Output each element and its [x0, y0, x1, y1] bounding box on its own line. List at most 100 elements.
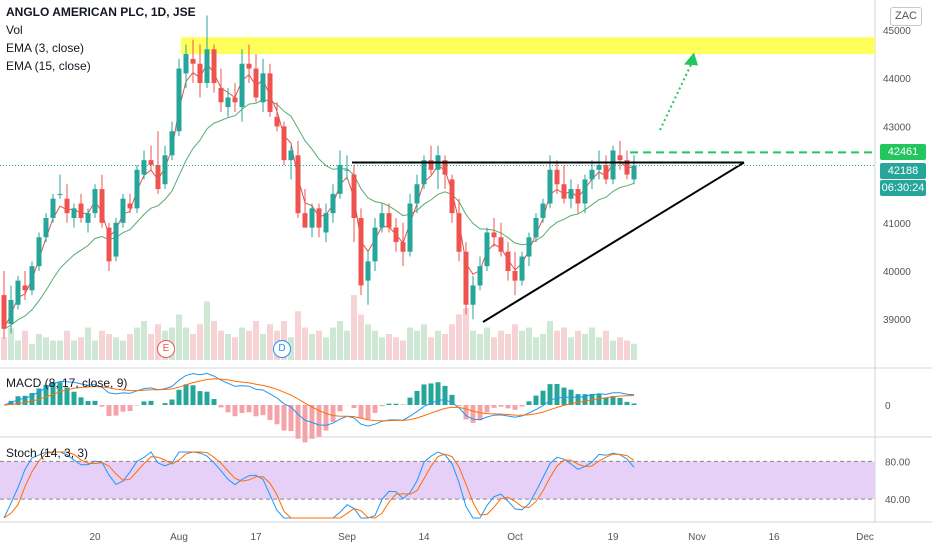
macd-histogram-bar: [554, 384, 560, 405]
candle-body: [589, 169, 595, 180]
macd-histogram-bar: [281, 405, 287, 431]
candle-body: [232, 97, 238, 103]
volume-bar: [351, 295, 357, 360]
volume-bar: [561, 327, 567, 360]
volume-bar: [92, 340, 98, 360]
volume-bar: [533, 337, 539, 360]
macd-histogram-bar: [176, 389, 182, 405]
volume-bar: [190, 334, 196, 360]
candle-body: [323, 213, 329, 233]
volume-bar: [36, 334, 42, 360]
volume-bar: [435, 330, 441, 360]
volume-bar: [554, 330, 560, 360]
resistance-zone: [181, 37, 875, 55]
volume-bar: [603, 330, 609, 360]
vol-indicator-label[interactable]: Vol: [6, 23, 23, 37]
candle-body: [281, 126, 287, 161]
volume-bar: [120, 340, 126, 360]
volume-bar: [540, 334, 546, 360]
macd-legend[interactable]: MACD (8, 17, close, 9): [6, 376, 128, 390]
volume-bar: [498, 330, 504, 360]
candle-body: [617, 155, 623, 161]
candle-body: [22, 285, 28, 291]
volume-bar: [393, 337, 399, 360]
candle-body: [197, 63, 203, 84]
volume-bar: [8, 327, 14, 360]
macd-histogram-bar: [15, 396, 21, 405]
macd-histogram-bar: [533, 395, 539, 405]
candle-body: [92, 189, 98, 214]
volume-bar: [337, 321, 343, 360]
macd-histogram-bar: [302, 405, 308, 443]
volume-bar: [421, 324, 427, 360]
stoch-legend[interactable]: Stoch (14, 3, 3): [6, 446, 89, 460]
candle-body: [358, 217, 364, 286]
volume-bar: [260, 334, 266, 360]
volume-bar: [379, 337, 385, 360]
time-tick-label: Oct: [507, 532, 523, 543]
candle-body: [393, 227, 399, 243]
macd-histogram-bar: [561, 387, 567, 405]
currency-button[interactable]: ZAC: [890, 7, 922, 26]
candle-body: [246, 63, 252, 69]
macd-histogram-bar: [491, 405, 497, 408]
macd-histogram-bar: [295, 405, 301, 439]
volume-bar: [113, 337, 119, 360]
ema-fast-label[interactable]: EMA (3, close): [6, 41, 85, 55]
macd-histogram-bar: [92, 400, 98, 405]
volume-bar: [631, 343, 637, 360]
candle-body: [407, 203, 413, 252]
volume-bar: [596, 337, 602, 360]
macd-histogram-bar: [197, 391, 203, 405]
candle-body: [15, 280, 21, 305]
macd-histogram-bar: [575, 394, 581, 405]
macd-histogram-bar: [85, 401, 91, 405]
candle-body: [505, 251, 511, 271]
candle-body: [36, 237, 42, 267]
candle-body: [428, 160, 434, 170]
macd-histogram-bar: [568, 389, 574, 405]
volume-bar: [267, 324, 273, 360]
volume-bar: [183, 327, 189, 360]
volume-bar: [225, 334, 231, 360]
ema-fast-line: [3, 62, 635, 330]
macd-histogram-bar: [414, 390, 420, 405]
ema-slow-label[interactable]: EMA (15, close): [6, 59, 91, 73]
candle-body: [484, 232, 490, 267]
macd-zero-label: 0: [885, 401, 891, 412]
candle-body: [456, 213, 462, 252]
macd-histogram-bar: [365, 405, 371, 420]
macd-histogram-bar: [29, 393, 35, 405]
candle-body: [29, 266, 35, 291]
volume-bar: [477, 334, 483, 360]
macd-histogram-bar: [190, 385, 196, 405]
macd-histogram-bar: [218, 405, 224, 408]
time-tick-label: Sep: [338, 532, 356, 543]
volume-bar: [400, 340, 406, 360]
breakout-level-tag: 42461: [880, 144, 926, 160]
macd-histogram-bar: [99, 405, 105, 407]
volume-bar: [253, 321, 259, 360]
macd-histogram-bar: [232, 405, 238, 417]
dividend-event-icon[interactable]: D: [273, 340, 291, 358]
price-tick-label: 44000: [883, 74, 911, 85]
macd-histogram-bar: [428, 383, 434, 405]
candle-body: [540, 203, 546, 218]
earnings-event-icon[interactable]: E: [157, 340, 175, 358]
volume-bar: [232, 337, 238, 360]
candle-body: [50, 198, 56, 218]
candle-body: [596, 164, 602, 170]
volume-bar: [204, 301, 210, 360]
candle-body: [526, 237, 532, 257]
macd-histogram-bar: [288, 405, 294, 432]
volume-bar: [316, 330, 322, 360]
volume-bar: [407, 327, 413, 360]
candle-body: [309, 208, 315, 228]
macd-histogram-bar: [505, 405, 511, 409]
candle-body: [400, 242, 406, 252]
macd-histogram-bar: [169, 399, 175, 405]
stoch-upper-label: 80.00: [885, 457, 910, 468]
candle-body: [316, 208, 322, 228]
volume-bar: [358, 314, 364, 360]
